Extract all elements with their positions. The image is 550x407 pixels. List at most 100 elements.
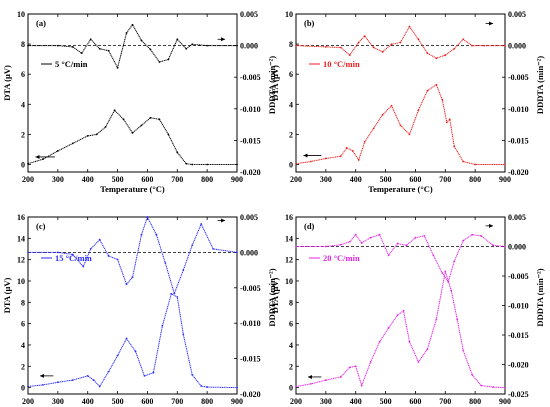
- dta-point: [27, 385, 29, 388]
- plot-frame: [295, 13, 506, 173]
- x-tick-label: 400: [350, 397, 362, 406]
- y-tick-label: 8: [289, 298, 293, 307]
- plot-frame: [27, 216, 238, 395]
- y-tick-label: 6: [21, 320, 25, 329]
- y-tick-label: 0: [21, 160, 25, 169]
- dddta-point: [423, 234, 426, 237]
- axis-arrow-head: [39, 373, 44, 378]
- y-right-tick-label: -0.015: [240, 136, 261, 145]
- dddta-point: [480, 234, 483, 237]
- dddta-point: [191, 43, 194, 46]
- dta-point: [95, 133, 98, 136]
- dta-point: [369, 361, 372, 363]
- dddta-point: [89, 38, 92, 41]
- x-tick-label: 600: [409, 175, 421, 184]
- dta-point: [42, 158, 44, 161]
- dddta-point: [98, 47, 101, 50]
- dddta-point: [471, 44, 474, 47]
- y-right-tick-label: 0.000: [240, 42, 258, 51]
- dta-point: [152, 371, 155, 374]
- plot-frame: [295, 216, 506, 395]
- dddta-point: [131, 23, 134, 26]
- x-axis-title: Temperature (°C): [100, 184, 165, 194]
- y-tick-label: 10: [17, 277, 25, 286]
- y-right-tick-label: -0.010: [240, 319, 261, 328]
- dta-point: [104, 125, 107, 128]
- y-tick-label: 4: [289, 100, 293, 109]
- x-tick-label: 800: [201, 175, 213, 184]
- dta-point: [71, 379, 74, 382]
- x-tick-label: 800: [469, 397, 481, 406]
- y-tick-label: 0: [289, 160, 293, 169]
- dddta-point: [369, 236, 372, 239]
- dddta-point: [348, 240, 351, 243]
- dddta-point: [372, 46, 375, 49]
- x-tick-label: 400: [82, 175, 94, 184]
- dta-point: [185, 162, 188, 165]
- x-tick-label: 700: [171, 175, 183, 184]
- dddta-point: [236, 44, 238, 47]
- dddta-point: [185, 47, 188, 50]
- axis-arrow-head: [307, 374, 312, 379]
- x-tick-label: 500: [380, 397, 392, 406]
- dta-point: [200, 385, 203, 387]
- y-right-tick-label: 0.000: [508, 243, 526, 252]
- y-tick-label: 4: [21, 100, 25, 109]
- x-tick-label: 900: [231, 397, 243, 406]
- dta-point: [351, 150, 354, 152]
- dta-point: [441, 98, 444, 101]
- y-tick-label: 6: [21, 70, 25, 79]
- dddta-point: [158, 61, 161, 63]
- dta-point: [98, 385, 101, 388]
- dta-point: [295, 385, 297, 388]
- dta-point: [134, 350, 137, 353]
- y-tick-label: 14: [17, 234, 25, 243]
- dta-point: [444, 270, 447, 273]
- dddta-point: [191, 244, 194, 247]
- x-tick-label: 300: [320, 175, 332, 184]
- x-tick-label: 400: [82, 397, 94, 406]
- dta-point: [310, 160, 312, 163]
- dta-point: [56, 381, 59, 384]
- dta-point: [149, 116, 152, 119]
- x-tick-label: 200: [22, 397, 34, 406]
- x-tick-label: 300: [320, 397, 332, 406]
- x-tick-label: 200: [22, 175, 34, 184]
- legend-label: 20 °C/min: [323, 253, 360, 263]
- dddta-point: [146, 216, 149, 218]
- dta-point: [408, 133, 411, 136]
- dta-point: [42, 384, 44, 386]
- x-tick-label: 600: [141, 397, 153, 406]
- dta-point: [360, 384, 363, 387]
- dta-point: [504, 163, 506, 166]
- dddta-point: [444, 54, 447, 56]
- y-right-tick-label: -0.010: [508, 105, 529, 114]
- dddta-point: [432, 254, 435, 257]
- dddta-point: [116, 258, 119, 261]
- dta-point: [116, 354, 119, 357]
- dta-point: [417, 361, 420, 363]
- y-axis-title: DTA (μV): [270, 278, 280, 314]
- dddta-point: [408, 25, 411, 28]
- chart-panel: 200 300 400 500 600 700 800 900 0 2 4 6 8 10 0.005 0.00…: [270, 10, 545, 194]
- chart-panel: 200 300 400 500 600 700 800 900 0 2 4 6 8 10 0.005 0.00…: [2, 10, 277, 194]
- dddta-point: [107, 49, 110, 52]
- y-tick-label: 6: [289, 70, 293, 79]
- dddta-point: [396, 242, 399, 245]
- y-right-tick-label: 0.000: [240, 248, 258, 257]
- dddta-series-line: [296, 233, 506, 284]
- y-tick-label: 8: [289, 40, 293, 49]
- dddta-point: [131, 276, 134, 279]
- dta-point: [310, 382, 312, 385]
- y-tick-label: 14: [285, 234, 293, 243]
- dta-point: [206, 386, 209, 388]
- x-tick-label: 500: [380, 175, 392, 184]
- dddta-point: [378, 233, 381, 236]
- dddta-point: [212, 247, 215, 250]
- x-tick-label: 300: [52, 397, 64, 406]
- dta-point: [170, 292, 173, 295]
- dddta-point: [155, 233, 158, 236]
- dddta-point: [182, 269, 185, 271]
- dta-point: [345, 147, 348, 149]
